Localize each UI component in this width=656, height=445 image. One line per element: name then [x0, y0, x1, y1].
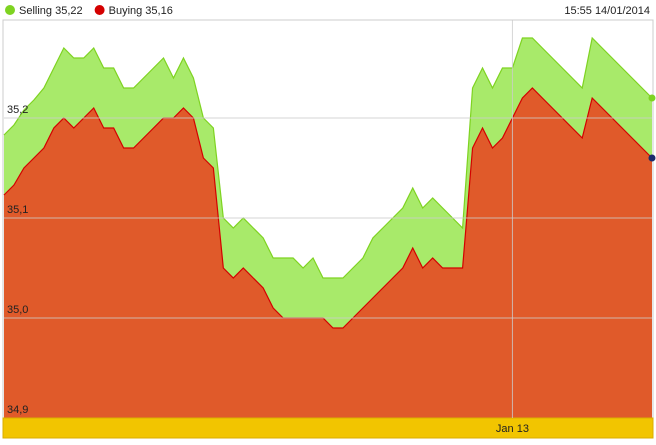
area-fill	[4, 88, 652, 418]
y-tick-label: 35,0	[7, 304, 28, 316]
end-marker	[648, 94, 656, 102]
y-tick-label: 35,1	[7, 204, 28, 216]
timestamp: 15:55 14/01/2014	[564, 5, 650, 17]
legend-marker	[94, 5, 105, 15]
x-tick-label: Jan 13	[496, 423, 529, 435]
legend-label: Selling 35,22	[19, 5, 83, 17]
area-line	[3, 87, 653, 329]
time-bar	[2, 417, 654, 439]
y-tick-label: 34,9	[7, 404, 28, 416]
area-line	[3, 36, 653, 279]
legend-label: Buying 35,16	[109, 5, 173, 17]
y-tick-label: 35,2	[7, 104, 28, 116]
end-marker	[648, 154, 656, 162]
legend-marker	[5, 5, 15, 15]
